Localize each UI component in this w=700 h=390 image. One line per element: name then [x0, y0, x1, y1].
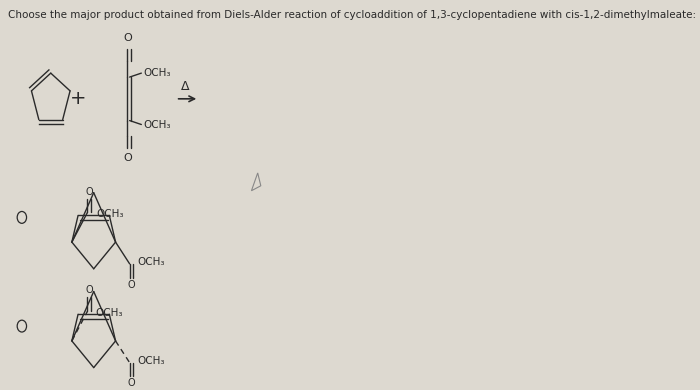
Text: O: O	[127, 280, 135, 290]
Text: OCH₃: OCH₃	[137, 257, 165, 267]
Text: OCH₃: OCH₃	[95, 308, 122, 318]
Text: Choose the major product obtained from Diels-Alder reaction of cycloaddition of : Choose the major product obtained from D…	[8, 10, 696, 20]
Text: O: O	[85, 187, 93, 197]
Text: O: O	[123, 34, 132, 43]
Text: OCH₃: OCH₃	[97, 209, 125, 220]
Text: O: O	[85, 285, 93, 296]
Text: +: +	[70, 89, 86, 108]
Text: OCH₃: OCH₃	[137, 356, 165, 366]
Text: OCH₃: OCH₃	[143, 68, 170, 78]
Text: OCH₃: OCH₃	[143, 119, 170, 129]
Text: O: O	[127, 378, 135, 388]
Text: Δ: Δ	[181, 80, 190, 93]
Text: O: O	[123, 153, 132, 163]
